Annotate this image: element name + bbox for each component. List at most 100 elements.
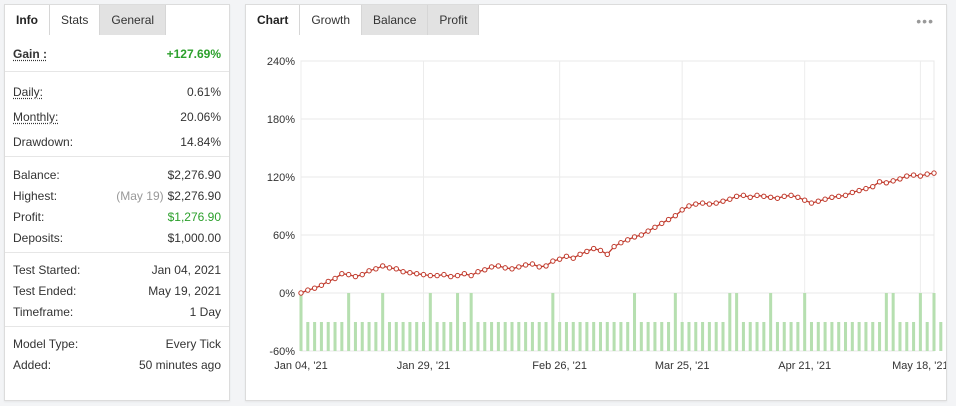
- trade-bar: [871, 322, 875, 351]
- balance-label: Balance:: [13, 168, 60, 182]
- trade-bar: [605, 322, 609, 351]
- trade-bar: [592, 322, 596, 351]
- x-tick-label: Feb 26, '21: [532, 360, 587, 372]
- daily-value: 0.61%: [186, 85, 221, 99]
- trade-bar: [687, 322, 691, 351]
- drawdown-label: Drawdown:: [13, 135, 74, 149]
- growth-point: [931, 170, 937, 176]
- growth-point: [393, 266, 399, 272]
- growth-point: [475, 269, 481, 275]
- trade-bar: [646, 322, 650, 351]
- growth-point: [359, 271, 365, 278]
- growth-point: [550, 258, 556, 264]
- growth-point: [733, 193, 740, 200]
- trade-bar: [313, 322, 317, 351]
- growth-point: [822, 196, 828, 202]
- trade-bar: [823, 322, 827, 351]
- ellipsis-icon[interactable]: •••: [916, 13, 934, 29]
- growth-point: [495, 263, 502, 269]
- gain-label[interactable]: Gain :: [13, 47, 48, 61]
- growth-point: [611, 243, 617, 250]
- monthly-label[interactable]: Monthly:: [13, 110, 59, 124]
- trade-bar: [401, 322, 405, 351]
- growth-point: [420, 271, 427, 278]
- growth-point: [890, 178, 896, 184]
- test-started-value: Jan 04, 2021: [151, 263, 221, 277]
- x-tick-label: Mar 25, '21: [655, 360, 710, 372]
- trade-bar: [353, 322, 357, 351]
- growth-point: [679, 207, 685, 213]
- timeframe-label: Timeframe:: [13, 305, 74, 319]
- trade-bar: [496, 322, 500, 351]
- growth-point: [645, 228, 651, 234]
- growth-point: [482, 267, 488, 273]
- tab-info[interactable]: Info: [5, 5, 50, 35]
- trade-bar: [449, 322, 453, 351]
- growth-point: [665, 216, 672, 223]
- trade-bar: [680, 322, 684, 351]
- added-label: Added:: [13, 358, 52, 372]
- chart-tab-bar: Chart Growth Balance Profit: [246, 5, 480, 37]
- test-started-label: Test Started:: [13, 263, 81, 277]
- y-tick-label: 0%: [279, 288, 295, 300]
- growth-point: [584, 248, 590, 255]
- daily-label[interactable]: Daily:: [13, 85, 44, 99]
- growth-point: [414, 270, 420, 277]
- trade-bar: [626, 322, 630, 351]
- divider: [5, 252, 229, 253]
- trade-bar: [939, 322, 943, 351]
- trade-bar: [564, 322, 568, 351]
- trade-bar: [844, 322, 848, 351]
- trade-bar: [333, 322, 337, 351]
- trade-bar: [735, 293, 739, 351]
- tab-chart[interactable]: Chart: [246, 5, 301, 35]
- stat-highest: Highest: (May 19) $2,276.90: [13, 186, 221, 206]
- growth-point: [713, 200, 719, 206]
- trade-bar: [456, 293, 460, 351]
- trade-bar: [387, 322, 391, 351]
- added-value: 50 minutes ago: [138, 358, 221, 372]
- growth-point: [924, 171, 930, 177]
- model-type-label: Model Type:: [13, 337, 79, 351]
- growth-point: [849, 189, 856, 196]
- trade-bar: [782, 322, 786, 351]
- growth-point: [590, 245, 597, 252]
- trade-bar: [789, 322, 793, 351]
- tab-profit[interactable]: Profit: [428, 5, 480, 35]
- trade-bar: [503, 322, 507, 351]
- stat-profit: Profit: $1,276.90: [13, 207, 221, 227]
- trade-bar: [422, 322, 426, 351]
- stat-drawdown: Drawdown: 14.84%: [13, 132, 221, 152]
- growth-chart: 240% 180% 120% 60% 0% -60% Jan 04, '21 Jan 29, …: [267, 56, 946, 372]
- y-tick-label: 60%: [273, 230, 295, 242]
- growth-point: [706, 201, 713, 207]
- growth-point: [604, 251, 610, 258]
- trade-bar: [912, 322, 916, 351]
- tab-balance[interactable]: Balance: [362, 5, 429, 35]
- trade-bar: [306, 322, 310, 351]
- trade-bar: [558, 322, 562, 351]
- growth-point: [400, 269, 406, 275]
- growth-point: [597, 247, 604, 254]
- trade-bar: [510, 322, 514, 351]
- y-tick-label: -60%: [269, 346, 295, 358]
- trade-bar: [517, 322, 521, 351]
- growth-point: [897, 176, 903, 182]
- tab-growth[interactable]: Growth: [300, 5, 363, 35]
- stat-model-type: Model Type: Every Tick: [13, 334, 221, 354]
- growth-point: [577, 251, 583, 258]
- growth-point: [754, 192, 760, 199]
- x-tick-label: Jan 29, '21: [397, 360, 450, 372]
- tab-general[interactable]: General: [100, 5, 167, 35]
- growth-point: [407, 270, 413, 276]
- tab-stats[interactable]: Stats: [50, 5, 101, 35]
- timeframe-value: 1 Day: [189, 305, 221, 319]
- trade-bar: [571, 322, 575, 351]
- growth-point: [509, 266, 515, 272]
- profit-value: $1,276.90: [167, 210, 221, 224]
- stat-deposits: Deposits: $1,000.00: [13, 228, 221, 248]
- highest-label: Highest:: [13, 189, 58, 203]
- trade-bar: [714, 322, 718, 351]
- trade-bar: [707, 322, 711, 351]
- highest-date: (May 19): [116, 189, 164, 203]
